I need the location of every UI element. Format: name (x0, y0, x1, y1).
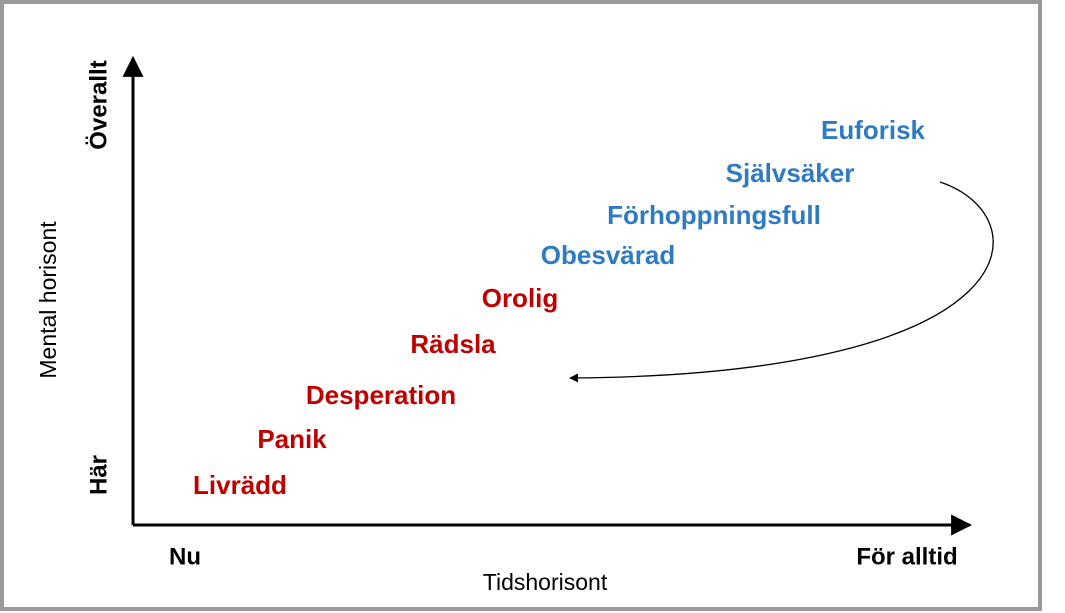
term: Obesvärad (541, 240, 675, 270)
frame (0, 0, 1042, 611)
term: Panik (257, 424, 327, 454)
return-arrow (569, 181, 994, 383)
term: Euforisk (821, 115, 926, 145)
term: Orolig (482, 283, 559, 313)
x-left-label: Nu (169, 543, 201, 570)
y-bottom-label: Här (85, 455, 112, 495)
term: Förhoppningsfull (607, 200, 821, 230)
y-top-label: Överallt (85, 60, 112, 149)
term: Rädsla (410, 329, 496, 359)
term: Livrädd (193, 470, 287, 500)
x-title: Tidshorisont (483, 569, 608, 595)
x-right-label: För alltid (856, 543, 957, 570)
term: Självsäker (726, 158, 855, 188)
term: Desperation (306, 380, 456, 410)
y-title: Mental horisont (35, 221, 61, 379)
